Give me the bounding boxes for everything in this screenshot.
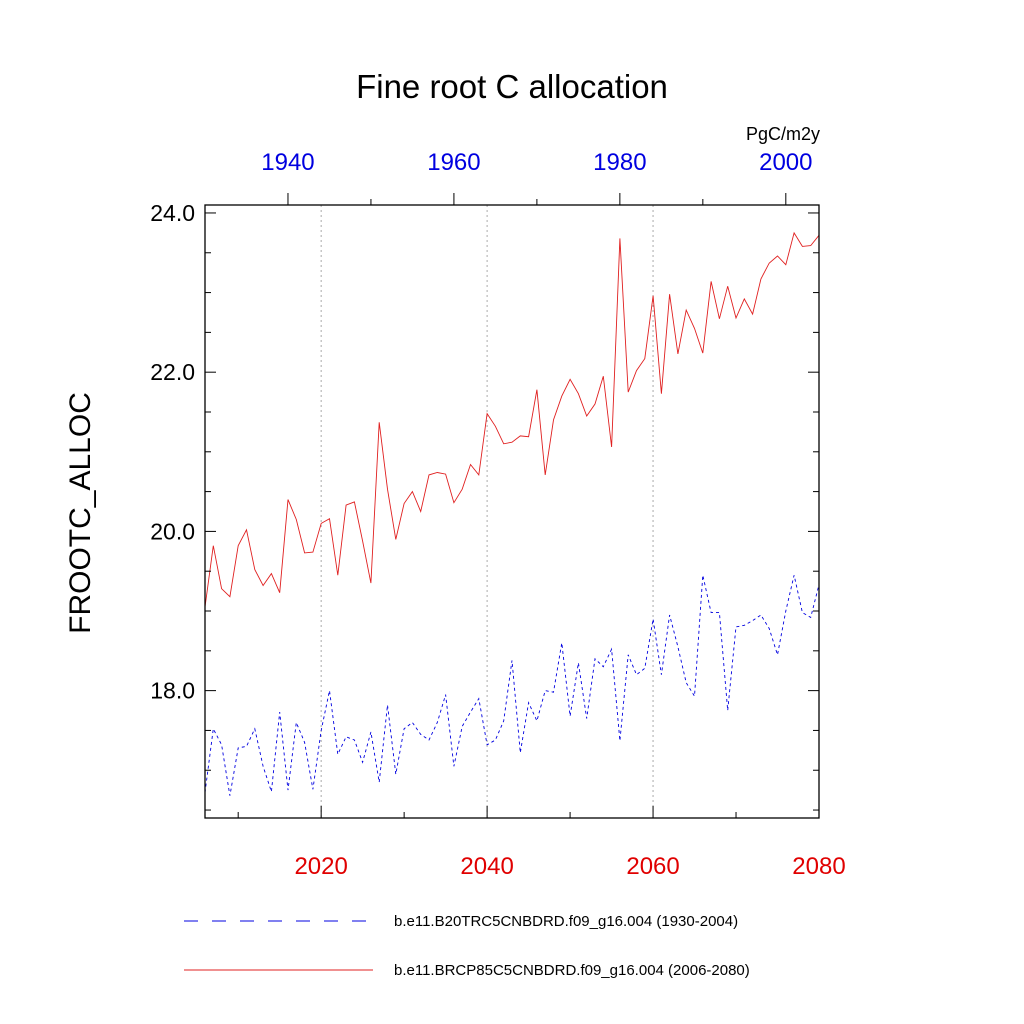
axes: 18.0 20.0 22.0 24.0 2020 2040 2060 2080 1940 1960… — [150, 149, 845, 880]
y-tick-label: 18.0 — [150, 678, 195, 704]
y-tick-label: 22.0 — [150, 359, 195, 385]
top-tick-label: 2000 — [759, 149, 812, 176]
top-tick-label: 1940 — [261, 149, 314, 176]
bottom-tick-label: 2080 — [792, 853, 845, 880]
series-line-historical — [204, 575, 820, 796]
bottom-tick-label: 2040 — [460, 853, 513, 880]
top-tick-label: 1960 — [427, 149, 480, 176]
bottom-tick-label: 2060 — [626, 853, 679, 880]
bottom-tick-label: 2020 — [294, 853, 347, 880]
series-layer — [204, 231, 820, 796]
series-line-rcp85 — [204, 231, 820, 608]
units-label: PgC/m2y — [746, 124, 820, 144]
legend: b.e11.B20TRC5CNBDRD.f09_g16.004 (1930-20… — [184, 913, 750, 979]
top-tick-label: 1980 — [593, 149, 646, 176]
y-tick-label: 20.0 — [150, 518, 195, 544]
y-tick-label: 24.0 — [150, 200, 195, 226]
legend-label-historical: b.e11.B20TRC5CNBDRD.f09_g16.004 (1930-20… — [394, 913, 738, 930]
legend-label-rcp85: b.e11.BRCP85C5CNBDRD.f09_g16.004 (2006-2… — [394, 962, 750, 979]
plot-area-frame — [204, 204, 820, 819]
y-axis-label: FROOTC_ALLOC — [64, 392, 97, 634]
chart-title: Fine root C allocation — [356, 68, 668, 105]
grid-lines — [320, 205, 654, 818]
